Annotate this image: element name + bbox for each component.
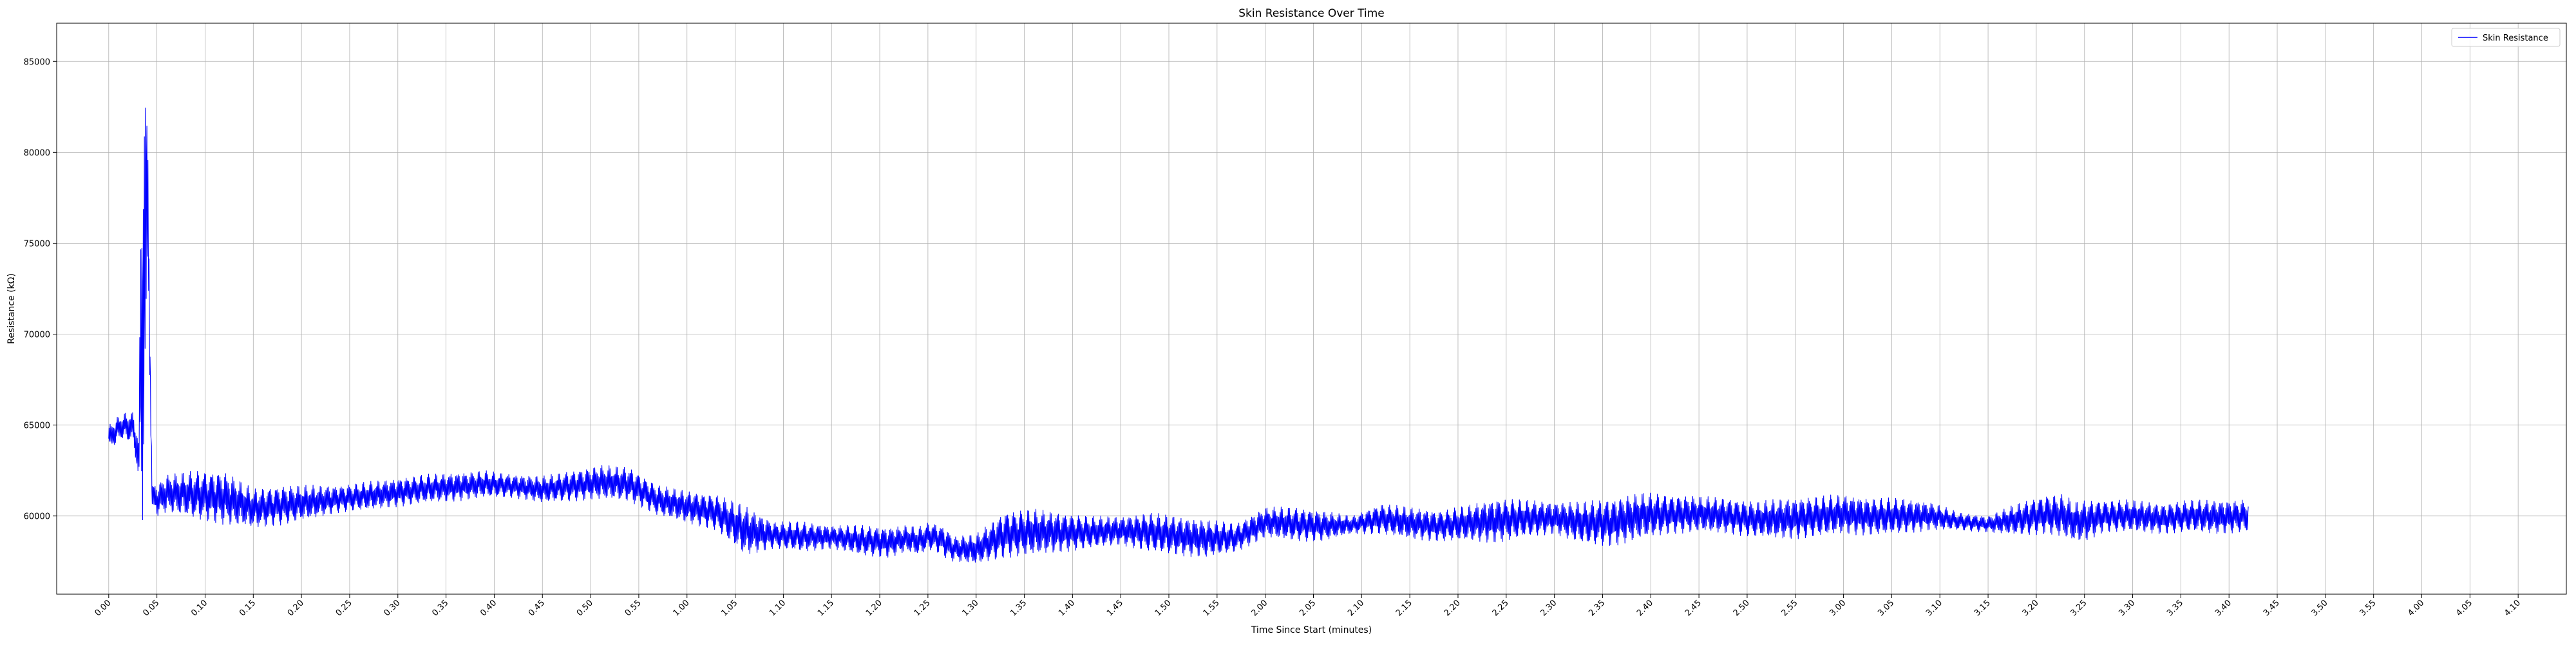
- y-tick-label: 80000: [24, 148, 50, 158]
- chart-title: Skin Resistance Over Time: [1238, 7, 1384, 20]
- y-tick-label: 65000: [24, 421, 50, 431]
- y-axis-label: Resistance (kΩ): [6, 273, 17, 344]
- y-tick-label: 60000: [24, 512, 50, 522]
- y-axis-ticks: 60000 65000 70000 75000 80000 85000: [24, 57, 57, 522]
- series-line-skin-resistance: [108, 107, 2249, 563]
- y-tick-label: 75000: [24, 239, 50, 249]
- y-tick-label: 85000: [24, 57, 50, 67]
- y-tick-label: 70000: [24, 331, 50, 340]
- data-series: [108, 107, 2249, 563]
- grid: [57, 23, 2566, 594]
- plot-frame: [56, 23, 2567, 595]
- legend: Skin Resistance: [2451, 28, 2561, 47]
- x-axis-label: Time Since Start (minutes): [1251, 625, 1372, 635]
- legend-label-skin-resistance: Skin Resistance: [2483, 34, 2548, 43]
- legend-box: [2451, 28, 2561, 47]
